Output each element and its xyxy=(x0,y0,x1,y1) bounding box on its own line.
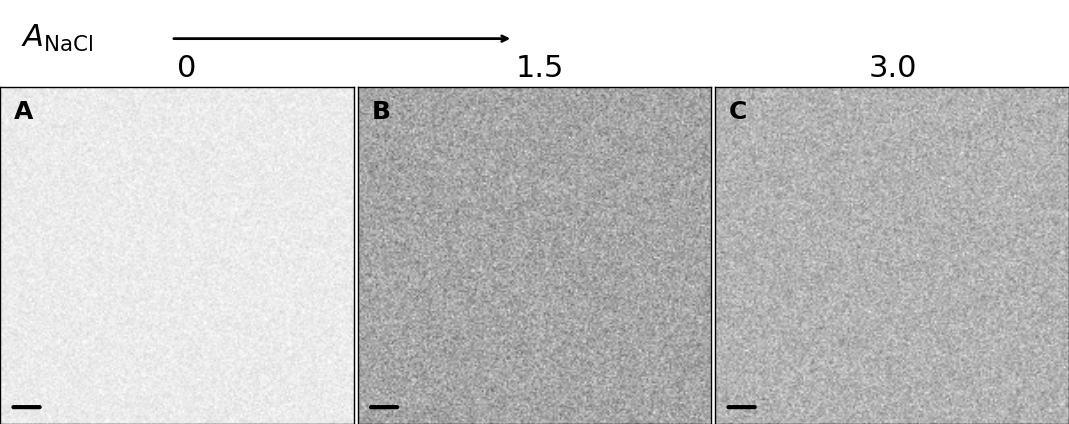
Text: C: C xyxy=(729,100,747,124)
Text: 0: 0 xyxy=(177,54,197,83)
Text: $A_{\mathrm{NaCl}}$: $A_{\mathrm{NaCl}}$ xyxy=(21,23,94,54)
Text: 1.5: 1.5 xyxy=(515,54,564,83)
Text: 3.0: 3.0 xyxy=(868,54,917,83)
Text: A: A xyxy=(14,100,33,124)
Text: B: B xyxy=(372,100,390,124)
